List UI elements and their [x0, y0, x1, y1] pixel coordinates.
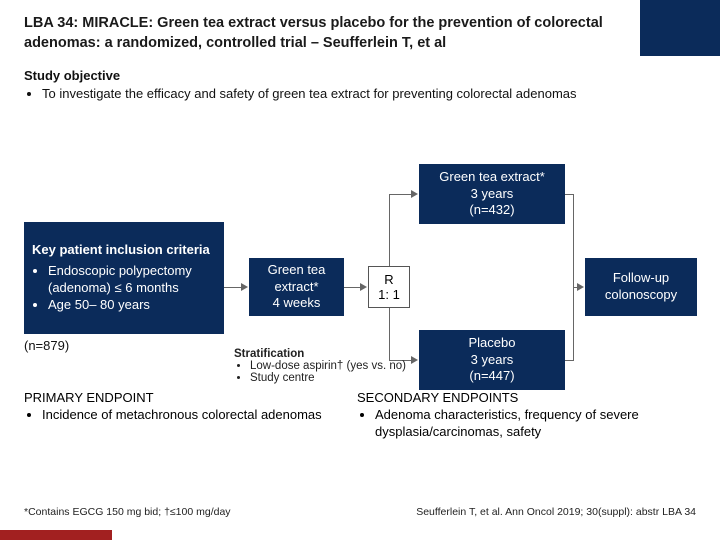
objective-bullet: To investigate the efficacy and safety o…	[42, 85, 684, 103]
footnote: *Contains EGCG 150 mg bid; †≤100 mg/day	[24, 506, 231, 518]
arrow-head-icon	[411, 190, 418, 198]
secondary-header: SECONDARY ENDPOINTS	[357, 390, 697, 405]
merge-line	[565, 360, 573, 361]
secondary-endpoints: SECONDARY ENDPOINTS Adenoma characterist…	[357, 390, 697, 441]
inclusion-box: Key patient inclusion criteria Endoscopi…	[24, 222, 224, 334]
arrow-head-icon	[577, 283, 584, 291]
arm1-l2: 3 years	[471, 186, 514, 203]
arm2-l2: 3 years	[471, 352, 514, 369]
runin-l3: 4 weeks	[273, 295, 321, 312]
arrow-line	[224, 287, 242, 288]
followup-l1: Follow-up	[613, 270, 669, 287]
rand-l2: 1: 1	[378, 287, 400, 302]
arrow-head-icon	[360, 283, 367, 291]
rand-l1: R	[384, 272, 393, 287]
strat-b1: Low-dose aspirin† (yes vs. no)	[250, 360, 424, 372]
slide-title: LBA 34: MIRACLE: Green tea extract versu…	[24, 14, 640, 53]
study-objective: Study objective To investigate the effic…	[24, 68, 684, 103]
citation: Seufferlein T, et al. Ann Oncol 2019; 30…	[416, 506, 696, 518]
split-line	[389, 194, 412, 195]
inclusion-header: Key patient inclusion criteria	[32, 242, 216, 259]
arm2-l1: Placebo	[469, 335, 516, 352]
footer-accent-bar	[0, 530, 112, 540]
runin-l2: extract*	[274, 279, 318, 296]
n-total: (n=879)	[24, 338, 69, 353]
arm1-l1: Green tea extract*	[439, 169, 545, 186]
merge-line	[565, 194, 573, 195]
split-line	[389, 194, 390, 266]
arm1-l3: (n=432)	[469, 202, 514, 219]
runin-box: Green tea extract* 4 weeks	[249, 258, 344, 316]
strat-header: Stratification	[234, 348, 424, 360]
stratification: Stratification Low-dose aspirin† (yes vs…	[234, 348, 424, 384]
arm2-box: Placebo 3 years (n=447)	[419, 330, 565, 390]
arm1-box: Green tea extract* 3 years (n=432)	[419, 164, 565, 224]
runin-l1: Green tea	[268, 262, 326, 279]
followup-l2: colonoscopy	[605, 287, 677, 304]
merge-line	[573, 194, 574, 361]
primary-header: PRIMARY ENDPOINT	[24, 390, 334, 405]
inclusion-b1: Endoscopic polypectomy (adenoma) ≤ 6 mon…	[48, 263, 216, 297]
strat-b2: Study centre	[250, 372, 424, 384]
header-accent-bar	[640, 0, 720, 56]
arrow-head-icon	[241, 283, 248, 291]
inclusion-b2: Age 50– 80 years	[48, 297, 216, 314]
followup-box: Follow-up colonoscopy	[585, 258, 697, 316]
trial-diagram: Key patient inclusion criteria Endoscopi…	[24, 140, 704, 370]
objective-header: Study objective	[24, 68, 684, 83]
secondary-b1: Adenoma characteristics, frequency of se…	[375, 407, 697, 441]
arm2-l3: (n=447)	[469, 368, 514, 385]
randomization-box: R 1: 1	[368, 266, 410, 308]
primary-endpoint: PRIMARY ENDPOINT Incidence of metachrono…	[24, 390, 334, 424]
primary-b1: Incidence of metachronous colorectal ade…	[42, 407, 334, 424]
arrow-line	[344, 287, 361, 288]
